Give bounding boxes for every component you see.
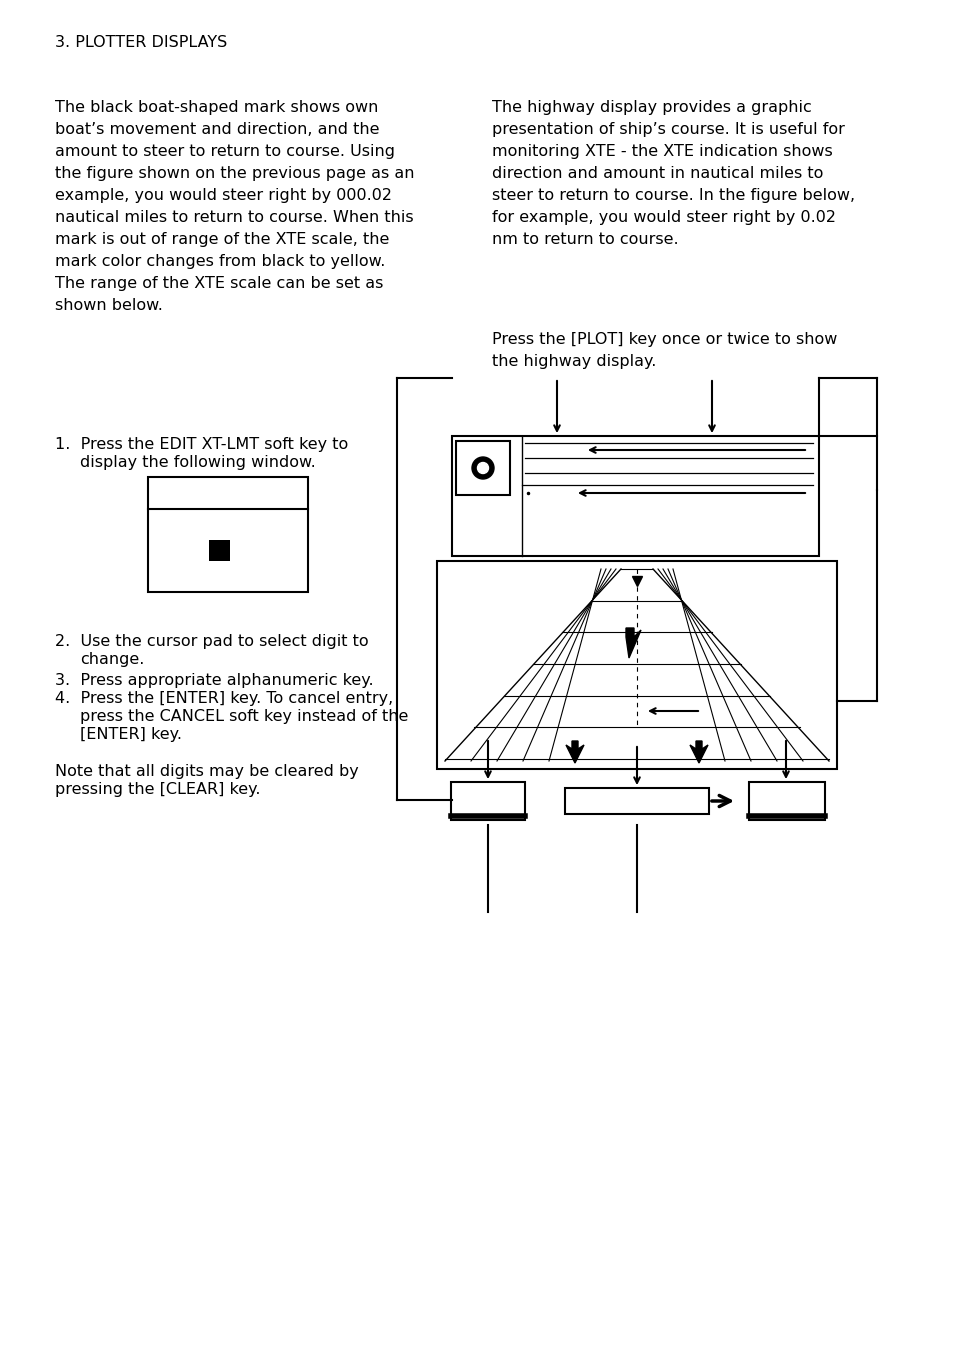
Text: Press the [PLOT] key once or twice to show
the highway display.: Press the [PLOT] key once or twice to sh… [492,332,837,369]
Text: display the following window.: display the following window. [80,455,315,470]
Text: The black boat-shaped mark shows own
boat’s movement and direction, and the
amou: The black boat-shaped mark shows own boa… [55,100,414,312]
Polygon shape [565,740,583,763]
Text: press the CANCEL soft key instead of the: press the CANCEL soft key instead of the [80,709,408,724]
Text: 4.  Press the [ENTER] key. To cancel entry,: 4. Press the [ENTER] key. To cancel entr… [55,690,393,707]
Text: 3. PLOTTER DISPLAYS: 3. PLOTTER DISPLAYS [55,35,227,50]
Text: The highway display provides a graphic
presentation of ship’s course. It is usef: The highway display provides a graphic p… [492,100,854,247]
Circle shape [477,462,488,473]
Bar [564,788,708,815]
Circle shape [472,457,494,480]
Text: [ENTER] key.: [ENTER] key. [80,727,182,742]
Text: Note that all digits may be cleared by: Note that all digits may be cleared by [55,765,358,780]
Bar [451,782,524,820]
Bar [148,477,308,592]
Text: 3.  Press appropriate alphanumeric key.: 3. Press appropriate alphanumeric key. [55,673,374,688]
Text: pressing the [CLEAR] key.: pressing the [CLEAR] key. [55,782,260,797]
Bar [456,440,510,494]
Bar [452,436,818,557]
Polygon shape [625,628,640,658]
Text: 2.  Use the cursor pad to select digit to: 2. Use the cursor pad to select digit to [55,634,368,648]
Bar [210,540,231,561]
Bar [436,561,836,769]
Text: change.: change. [80,653,144,667]
Polygon shape [689,740,707,763]
Bar [748,782,824,820]
Text: 1.  Press the EDIT XT-LMT soft key to: 1. Press the EDIT XT-LMT soft key to [55,436,348,453]
